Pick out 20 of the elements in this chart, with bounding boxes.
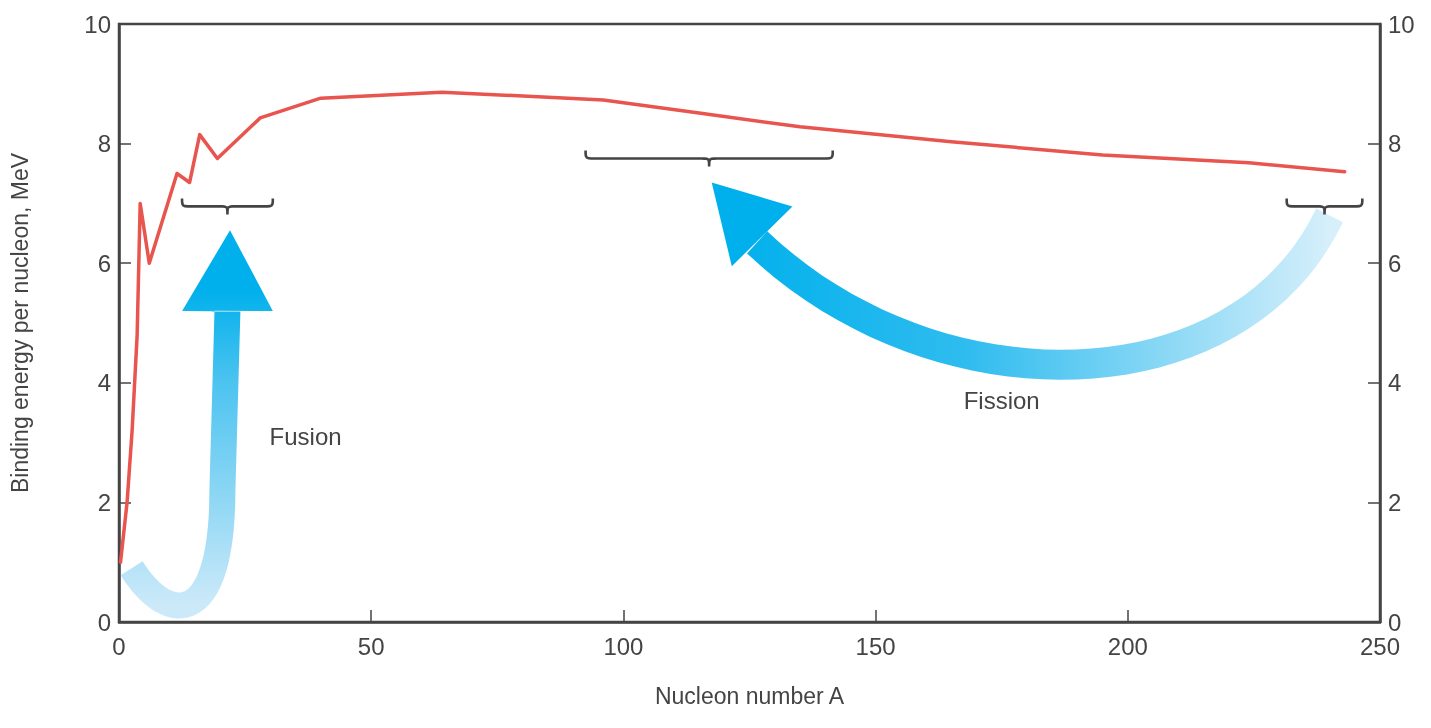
y2-tick-label: 4 (1388, 369, 1402, 397)
y-tick-label: 4 (97, 369, 111, 397)
line-series (118, 90, 1347, 564)
y-tick-label: 0 (97, 608, 111, 636)
x-tick-label: 50 (357, 632, 385, 660)
y-tick-label: 6 (97, 249, 111, 277)
y2-tick-label: 10 (1388, 10, 1415, 38)
annotation: Fission (963, 386, 1040, 415)
y-axis-title: Binding energy per nucleon, MeV (6, 152, 33, 494)
x-tick-label: 150 (855, 632, 896, 660)
y2-tick-label: 6 (1388, 249, 1402, 277)
annotation: Fusion (269, 422, 342, 451)
y-tick-label: 8 (97, 130, 111, 158)
y-tick-label: 10 (84, 10, 111, 38)
x-tick-label: 100 (603, 632, 644, 660)
x-axis-title: Nucleon number A (654, 682, 845, 709)
y2-tick-label: 2 (1388, 488, 1402, 516)
y-tick-label: 2 (97, 488, 111, 516)
y2-tick-label: 8 (1388, 130, 1402, 158)
x-tick-label: 200 (1107, 632, 1148, 660)
